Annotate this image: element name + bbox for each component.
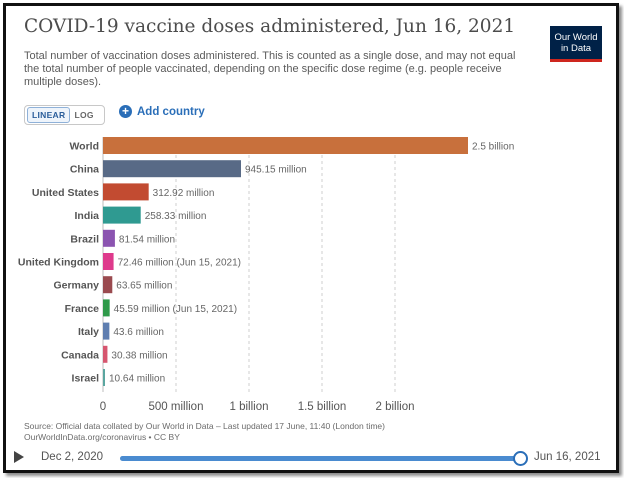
x-tick-label-1: 500 million (149, 401, 204, 413)
timeline-handle[interactable] (513, 451, 528, 466)
category-label-china: China (70, 164, 99, 176)
value-label-china: 945.15 million (245, 165, 307, 176)
play-icon[interactable] (14, 451, 24, 463)
bar-brazil (103, 229, 115, 247)
logo-line-1: Our World (554, 32, 598, 43)
category-label-canada: Canada (61, 349, 99, 361)
log-scale-button[interactable]: LOG (74, 110, 94, 120)
timeline-start-label: Dec 2, 2020 (41, 451, 104, 463)
value-label-canada: 30.38 million (111, 350, 167, 361)
category-label-germany: Germany (53, 280, 99, 292)
timeline-track[interactable] (120, 451, 528, 466)
bar-united-states (103, 183, 149, 201)
value-label-germany: 63.65 million (116, 281, 172, 292)
x-tick-label-3: 1.5 billion (298, 401, 347, 413)
value-label-india: 258.33 million (145, 211, 207, 222)
timeline-end-label: Jun 16, 2021 (534, 451, 601, 463)
value-label-world: 2.5 billion (472, 142, 514, 153)
value-label-brazil: 81.54 million (119, 234, 175, 245)
plus-circle-icon: + (119, 105, 132, 118)
bar-world (103, 137, 468, 154)
x-tick-label-4: 2 billion (376, 401, 415, 413)
bar-italy (103, 322, 110, 340)
x-tick-label-0: 0 (100, 401, 106, 413)
category-label-united-kingdom: United Kingdom (18, 257, 99, 269)
bar-united-kingdom (103, 253, 114, 270)
bar-india (103, 206, 141, 224)
chart-frame: COVID-19 vaccine doses administered, Jun… (3, 3, 619, 473)
bar-canada (103, 345, 108, 363)
category-label-india: India (74, 210, 99, 222)
chart-subtitle: Total number of vaccination doses admini… (24, 50, 516, 88)
add-country-label: Add country (137, 105, 205, 118)
source-line-2[interactable]: OurWorldInData.org/coronavirus • CC BY (24, 432, 180, 442)
category-label-france: France (65, 303, 100, 315)
category-label-israel: Israel (72, 373, 100, 385)
value-label-united-kingdom: 72.46 million (Jun 15, 2021) (118, 258, 241, 269)
source-note: Source: Official data collated by Our Wo… (24, 421, 614, 443)
value-label-italy: 43.6 million (113, 327, 164, 338)
add-country-button[interactable]: + Add country (119, 105, 205, 118)
value-label-france: 45.59 million (Jun 15, 2021) (114, 304, 237, 315)
logo-line-2: in Data (560, 43, 592, 54)
bar-france (103, 299, 110, 317)
chart-title: COVID-19 vaccine doses administered, Jun… (24, 16, 516, 37)
value-label-united-states: 312.92 million (153, 188, 215, 199)
source-line-1: Source: Official data collated by Our Wo… (24, 421, 385, 431)
timeline: Dec 2, 2020 Jun 16, 2021 (6, 446, 616, 470)
x-tick-label-2: 1 billion (230, 401, 269, 413)
bar-chart: 0 500 million 1 billion 1.5 billion 2 billio… (18, 137, 514, 413)
category-label-united-states: United States (32, 187, 99, 199)
scale-toggle: LINEAR LOG (24, 105, 105, 125)
bar-israel (103, 369, 105, 386)
value-label-israel: 10.64 million (109, 374, 165, 385)
timeline-fill (120, 456, 520, 461)
linear-scale-button[interactable]: LINEAR (27, 107, 71, 123)
bar-china (103, 160, 241, 178)
bar-germany (103, 276, 113, 294)
category-label-italy: Italy (78, 326, 99, 338)
category-label-brazil: Brazil (70, 233, 99, 245)
owid-logo[interactable]: Our World in Data (550, 26, 602, 62)
category-label-world: World (69, 141, 99, 153)
